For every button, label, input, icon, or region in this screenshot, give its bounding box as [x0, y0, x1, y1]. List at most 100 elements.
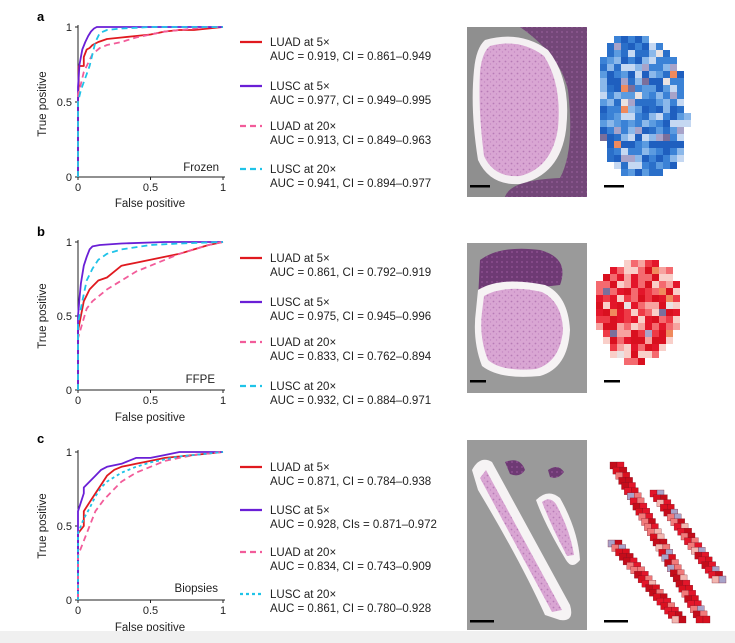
y-tick-label: 0 — [66, 385, 72, 397]
heatmap-tile — [607, 148, 614, 155]
whole-slide-image-b — [467, 243, 587, 393]
heatmap-tile — [711, 575, 720, 584]
heatmap-tile — [642, 71, 649, 78]
x-tick-label: 1 — [220, 182, 226, 194]
heatmap-tile — [617, 337, 624, 344]
heatmap-tile — [621, 64, 628, 71]
heatmap-tile — [649, 43, 656, 50]
heatmap-tile — [621, 71, 628, 78]
heatmap-tile — [621, 169, 628, 176]
heatmap-tile — [642, 127, 649, 134]
heatmap-tile — [635, 113, 642, 120]
heatmap-tile — [677, 127, 684, 134]
heatmap-tile — [624, 330, 631, 337]
heatmap-tile — [642, 169, 649, 176]
heatmap-tile — [621, 155, 628, 162]
heatmap-tile — [607, 50, 614, 57]
heatmap-tile — [600, 71, 607, 78]
heatmap-tile — [614, 78, 621, 85]
heatmap-tile — [617, 344, 624, 351]
heatmap-tile — [603, 323, 610, 330]
heatmap-tile — [652, 288, 659, 295]
heatmap-tile — [652, 351, 659, 358]
heatmap-tile — [670, 92, 677, 99]
heatmap-tile — [600, 85, 607, 92]
heatmap-tile — [624, 309, 631, 316]
heatmap-tile — [649, 92, 656, 99]
heatmap-tile — [607, 57, 614, 64]
heatmap-tile — [642, 141, 649, 148]
heatmap-tile — [663, 92, 670, 99]
heatmap-tile — [695, 615, 704, 624]
heatmap-tile — [642, 85, 649, 92]
legend-series-name: LUSC at 20× — [270, 381, 336, 393]
heatmap-tile — [645, 323, 652, 330]
roc-curve-luad-at-20 — [77, 26, 223, 177]
heatmap-tile — [603, 295, 610, 302]
legend-series-name: LUSC at 5× — [270, 505, 330, 517]
heatmap-tile — [642, 134, 649, 141]
heatmap-tile — [610, 302, 617, 309]
heatmap-tile — [600, 78, 607, 85]
inset-label-frozen: Frozen — [183, 162, 219, 174]
heatmap-tile — [614, 120, 621, 127]
scale-bar — [604, 620, 628, 623]
legend-series-name: LUAD at 20× — [270, 121, 336, 133]
heatmap-tile — [607, 78, 614, 85]
heatmap-tile — [628, 64, 635, 71]
heatmap-tile — [677, 141, 684, 148]
y-tick-label: 0 — [66, 172, 72, 184]
heatmap-tile — [617, 323, 624, 330]
heatmap-tile — [673, 288, 680, 295]
heatmap-tile — [628, 36, 635, 43]
heatmap-tile — [628, 50, 635, 57]
roc-curve-lusc-at-5 — [77, 241, 223, 390]
heatmap-tile — [614, 57, 621, 64]
heatmap-tile — [607, 71, 614, 78]
roc-curve-lusc-at-5 — [77, 451, 223, 600]
heatmap-tile — [614, 141, 621, 148]
tissue-fragment — [505, 460, 525, 476]
scale-bar — [470, 185, 490, 188]
heatmap-tile — [663, 141, 670, 148]
y-tick-label: 0.5 — [57, 521, 72, 533]
heatmap-tile — [638, 323, 645, 330]
heatmap-tile — [638, 274, 645, 281]
heatmap-tile — [656, 155, 663, 162]
heatmap-tile — [596, 316, 603, 323]
x-axis-title: False positive — [115, 412, 185, 424]
heatmap-tile — [631, 330, 638, 337]
heatmap-tile — [663, 148, 670, 155]
heatmap-tile — [624, 337, 631, 344]
heatmap-tile — [603, 274, 610, 281]
heatmap-tile — [607, 92, 614, 99]
heatmap-tile — [617, 281, 624, 288]
tissue-edge-dark — [505, 27, 587, 197]
roc-curve-luad-at-20 — [77, 451, 224, 600]
heatmap-tile — [628, 43, 635, 50]
heatmap-tile — [600, 106, 607, 113]
roc-curve-luad-at-5 — [77, 241, 224, 390]
panel-c: c True positive False positive Biopsies … — [37, 431, 727, 634]
heatmap-tile — [635, 169, 642, 176]
heatmap-tile — [666, 309, 673, 316]
heatmap-tile — [673, 309, 680, 316]
legend-series-stats: AUC = 0.871, CI = 0.784–0.938 — [270, 476, 431, 488]
heatmap-tile — [610, 267, 617, 274]
heatmap-tile — [645, 330, 652, 337]
heatmap-tile — [702, 615, 711, 624]
heatmap-tile — [670, 162, 677, 169]
legend-series-name: LUSC at 5× — [270, 297, 330, 309]
heatmap-tile — [684, 120, 691, 127]
heatmap-tile — [642, 155, 649, 162]
heatmap-tile — [635, 43, 642, 50]
heatmap-tile — [649, 155, 656, 162]
heatmap-tile — [659, 323, 666, 330]
heatmap-tile — [652, 337, 659, 344]
legend-series-stats: AUC = 0.928, CIs = 0.871–0.972 — [270, 519, 437, 531]
heatmap-tile — [649, 106, 656, 113]
heatmap-tile — [649, 78, 656, 85]
heatmap-tile — [631, 274, 638, 281]
